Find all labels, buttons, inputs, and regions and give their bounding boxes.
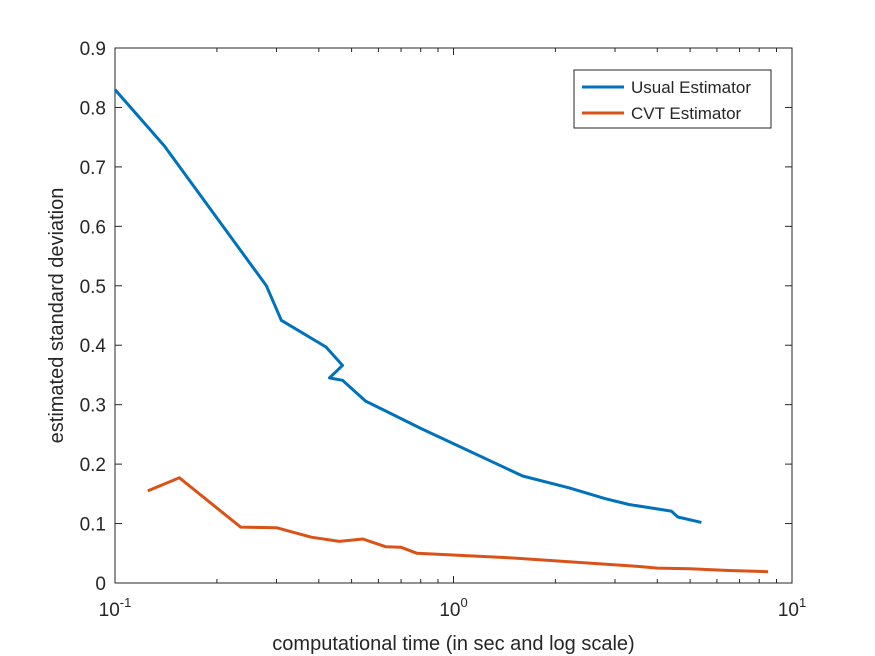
- legend-label-usual: Usual Estimator: [631, 78, 751, 97]
- series-line-0: [113, 88, 702, 524]
- x-axis-label: computational time (in sec and log scale…: [272, 633, 634, 655]
- y-tick-label: 0.6: [80, 217, 106, 238]
- legend: Usual Estimator CVT Estimator: [573, 69, 772, 129]
- legend-label-cvt: CVT Estimator: [631, 104, 742, 123]
- y-tick-label: 0.9: [80, 39, 106, 60]
- x-tick-label: 100: [439, 595, 467, 621]
- series-lines: [113, 88, 769, 574]
- plot-area: [114, 47, 793, 584]
- y-tick-label: 0.7: [80, 158, 106, 179]
- y-tick-label: 0.3: [80, 396, 106, 417]
- y-tick-label: 0.1: [80, 515, 106, 536]
- legend-box: [573, 69, 772, 129]
- y-tick-label: 0: [95, 574, 106, 595]
- series-line-1: [147, 476, 769, 574]
- y-tick-label: 0.2: [80, 455, 106, 476]
- y-tick-label: 0.8: [80, 98, 106, 119]
- y-axis-label: estimated standard deviation: [46, 188, 68, 444]
- y-axis: 0 0.1 0.2 0.3 0.4 0.5 0.6 0.7 0.8 0.9: [80, 39, 792, 595]
- y-tick-label: 0.4: [80, 336, 107, 357]
- y-tick-label: 0.5: [80, 277, 106, 298]
- x-axis: 10-1 100 101: [99, 48, 806, 621]
- x-tick-label: 101: [778, 595, 806, 621]
- x-tick-label: 10-1: [99, 595, 132, 621]
